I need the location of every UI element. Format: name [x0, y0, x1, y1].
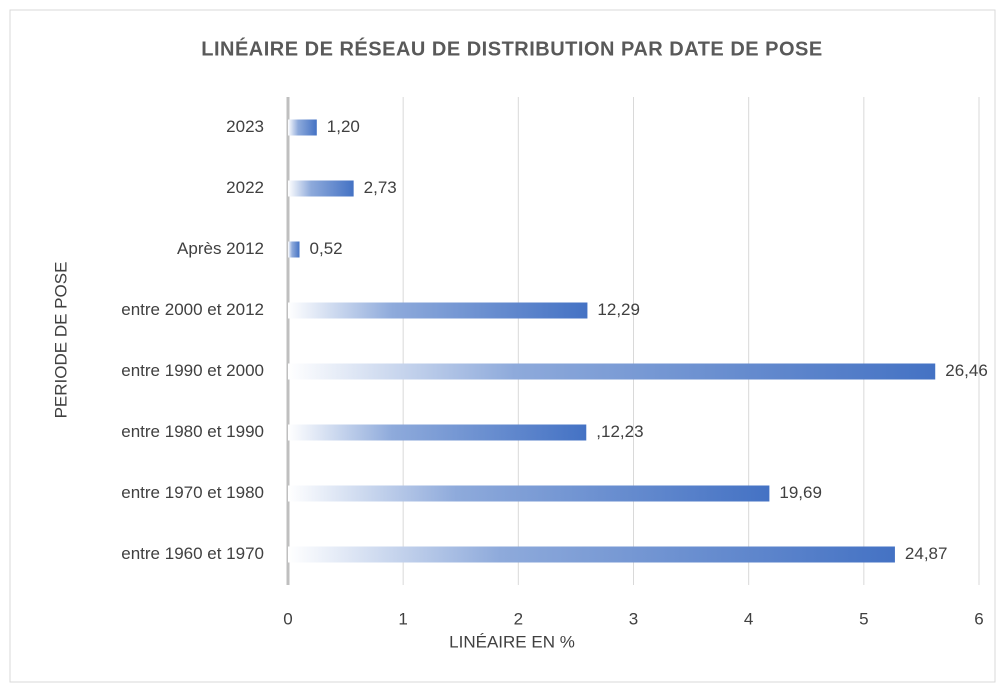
- bar: [288, 241, 300, 258]
- data-label: 0,52: [310, 239, 343, 258]
- y-tick-label: entre 1990 et 2000: [121, 361, 264, 380]
- bar: [288, 485, 770, 502]
- x-axis-label: LINÉAIRE EN %: [449, 632, 575, 651]
- bar: [288, 363, 936, 380]
- bar: [288, 424, 587, 441]
- chart-title: LINÉAIRE DE RÉSEAU DE DISTRIBUTION PAR D…: [201, 37, 823, 60]
- x-tick-label: 4: [744, 609, 753, 628]
- data-label: 19,69: [779, 483, 822, 502]
- data-label: 1,20: [327, 117, 360, 136]
- x-tick-label: 1: [398, 609, 407, 628]
- bar: [288, 302, 588, 319]
- bar: [288, 546, 895, 563]
- y-tick-label: 2022: [226, 178, 264, 197]
- y-tick-label: entre 1970 et 1980: [121, 483, 264, 502]
- y-tick-label: 2023: [226, 117, 264, 136]
- y-tick-label: entre 2000 et 2012: [121, 300, 264, 319]
- chart-border: [9, 9, 996, 683]
- bar: [288, 119, 317, 136]
- y-tick-label: entre 1980 et 1990: [121, 422, 264, 441]
- data-label: 12,29: [597, 300, 640, 319]
- data-label: 24,87: [905, 544, 948, 563]
- bar: [288, 180, 354, 197]
- data-label: 2,73: [364, 178, 397, 197]
- y-tick-label: entre 1960 et 1970: [121, 544, 264, 563]
- x-tick-label: 0: [283, 609, 292, 628]
- x-tick-label: 3: [629, 609, 638, 628]
- y-axis-label: PERIODE DE POSE: [51, 262, 70, 419]
- x-tick-label: 5: [859, 609, 868, 628]
- x-tick-label: 2: [514, 609, 523, 628]
- data-label: 26,46: [945, 361, 988, 380]
- y-tick-label: Après 2012: [177, 239, 264, 258]
- x-tick-label: 6: [974, 609, 983, 628]
- data-label: ,12,23: [596, 422, 643, 441]
